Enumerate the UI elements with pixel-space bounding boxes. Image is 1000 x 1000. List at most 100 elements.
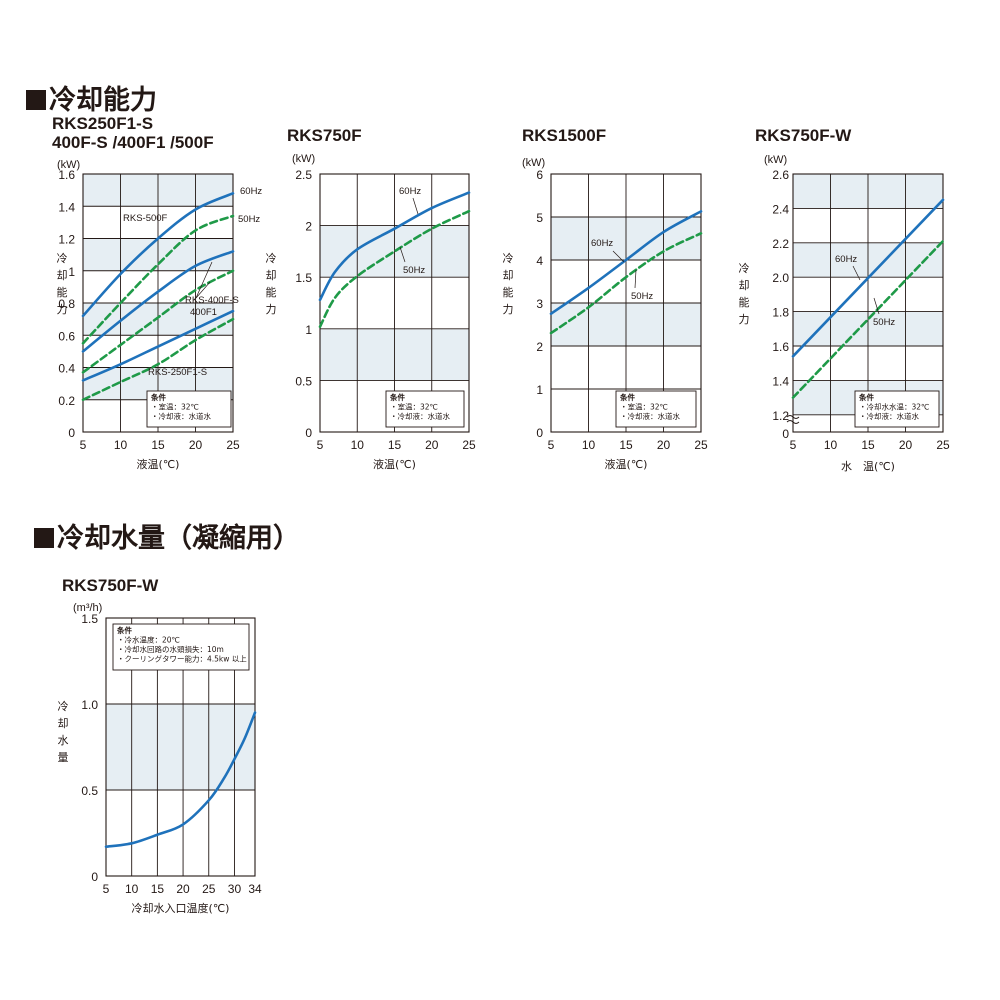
conditions-box <box>146 390 232 428</box>
x-tick-label: 25 <box>936 438 950 452</box>
x-tick-label: 25 <box>694 438 708 452</box>
y-unit-label: (kW) <box>57 159 80 171</box>
black-square-icon <box>34 528 54 548</box>
annotation-leader <box>873 297 880 315</box>
x-tick-label: 5 <box>790 438 797 452</box>
chart-title-water: RKS750F-W <box>62 576 158 595</box>
conditions-box <box>854 390 940 428</box>
conditions-line: ・クーリングタワー能力：4.5kw 以上 <box>117 654 247 664</box>
y-tick-label: 0.8 <box>58 297 75 311</box>
conditions-box <box>615 390 697 428</box>
y-axis-label-char: 冷 <box>266 252 277 265</box>
y-axis-label-char: 力 <box>739 313 750 326</box>
annotation-leader <box>412 197 419 215</box>
y-tick-label: 3 <box>536 297 543 311</box>
chart-title-line: RKS750F <box>287 126 362 145</box>
y-tick-label: 0.2 <box>58 394 75 408</box>
annotation-label: 50Hz <box>631 291 653 302</box>
conditions-line: ・室温：32℃ <box>620 402 668 412</box>
annotation-label: 60Hz <box>240 186 262 197</box>
x-tick-label: 10 <box>114 438 128 452</box>
shaded-band <box>106 704 255 790</box>
conditions-title: 条件 <box>389 392 405 402</box>
y-tick-label: 1.6 <box>772 340 789 354</box>
x-tick-label: 15 <box>151 882 165 896</box>
annotation-label: RKS-250F1-S <box>148 367 207 378</box>
annotation-label: 400F1 <box>190 307 217 318</box>
plot-frame <box>792 173 944 433</box>
y-tick-label: 1.5 <box>81 612 98 626</box>
section-title-cooling-capacity: 冷却能力 <box>26 78 157 117</box>
axis-break-mark <box>786 420 800 424</box>
chart-title-rks750: RKS750F <box>287 126 362 145</box>
y-axis-label: 冷却水量 <box>58 700 69 764</box>
plot-frame <box>105 617 256 877</box>
annotation-label: 60Hz <box>835 254 857 265</box>
y-axis-label: 冷却能力 <box>739 262 750 326</box>
y-tick-label: 0 <box>536 426 543 440</box>
y-tick-label: 0 <box>305 426 312 440</box>
black-square-icon <box>26 90 46 110</box>
y-tick-label: 1.2 <box>772 409 789 423</box>
x-tick-label: 10 <box>582 438 596 452</box>
y-tick-label: 1 <box>536 383 543 397</box>
x-tick-label: 15 <box>861 438 875 452</box>
conditions-line: ・冷水温度：20℃ <box>117 635 180 645</box>
chart-rks750w: 0 1.2 1.4 1.6 1.8 2.0 2.2 2.4 2.6 5 10 15 20 25 (kW) 冷却… <box>739 154 950 473</box>
y-tick-label: 2 <box>536 340 543 354</box>
x-tick-label: 15 <box>619 438 633 452</box>
y-tick-label: 1.8 <box>772 306 789 320</box>
chart-title-line: RKS250F1-S <box>52 114 154 133</box>
series-line-60hz <box>81 192 235 318</box>
plot-frame <box>319 173 470 433</box>
y-axis-label-char: 力 <box>57 303 68 316</box>
y-axis-label-char: 冷 <box>58 700 69 713</box>
y-axis-label: 冷却能力 <box>57 252 68 316</box>
y-tick-label: 0.6 <box>58 329 75 343</box>
y-axis-label-char: 冷 <box>57 252 68 265</box>
y-axis-label-char: 却 <box>58 717 69 730</box>
x-axis-label: 液温(℃) <box>137 457 180 471</box>
series-line-50hz <box>549 232 703 335</box>
y-axis-label: 冷却能力 <box>266 252 277 316</box>
x-tick-label: 20 <box>425 438 439 452</box>
chart-title-line: RKS750F-W <box>755 126 852 145</box>
series-line-60hz <box>791 198 945 358</box>
x-tick-label: 15 <box>151 438 165 452</box>
series-line-60hz <box>549 210 703 316</box>
conditions-box <box>385 390 465 428</box>
chart-water: 0 0.5 1.0 1.5 5 10 15 20 25 30 34 (m³/h) 冷却水量冷却水入口温度… <box>58 602 262 915</box>
x-tick-label: 25 <box>226 438 240 452</box>
series-line-50hz <box>81 269 235 374</box>
x-tick-label: 25 <box>462 438 476 452</box>
plot-frame <box>550 173 702 433</box>
y-axis-label-char: 能 <box>266 285 277 299</box>
y-axis-label-char: 水 <box>58 734 69 747</box>
y-tick-label: 2.5 <box>295 168 312 182</box>
y-axis-label: 冷却能力 <box>503 252 514 316</box>
y-tick-label: 0 <box>782 427 789 441</box>
chart-title-line: RKS750F-W <box>62 576 159 595</box>
annotation-leader <box>195 281 211 299</box>
y-tick-label: 1.4 <box>58 200 75 214</box>
y-tick-label: 0.4 <box>58 362 75 376</box>
x-axis-label: 液温(℃) <box>373 457 416 471</box>
series-line-50hz <box>791 239 945 399</box>
conditions-box <box>112 623 250 671</box>
annotation-label: 60Hz <box>399 186 421 197</box>
series-line-60hz <box>81 309 235 382</box>
series-line-60hz <box>81 250 235 353</box>
x-axis-label: 水 温(℃) <box>841 460 895 473</box>
y-tick-label: 2.6 <box>772 168 789 182</box>
x-tick-label: 34 <box>248 882 262 896</box>
x-tick-label: 10 <box>824 438 838 452</box>
conditions-line: ・冷却液：水道水 <box>390 411 450 421</box>
y-axis-label-char: 却 <box>266 269 277 282</box>
y-axis-label-char: 冷 <box>503 252 514 265</box>
annotation-leader <box>852 265 861 281</box>
y-axis-label-char: 力 <box>266 303 277 316</box>
series-line-60hz <box>318 191 471 302</box>
chart-rks250: 0 0.2 0.4 0.6 0.8 1 1.2 1.4 1.6 5 10 15 20 25 (kW) 冷却能力… <box>57 159 263 471</box>
y-axis-label-char: 却 <box>739 279 750 292</box>
